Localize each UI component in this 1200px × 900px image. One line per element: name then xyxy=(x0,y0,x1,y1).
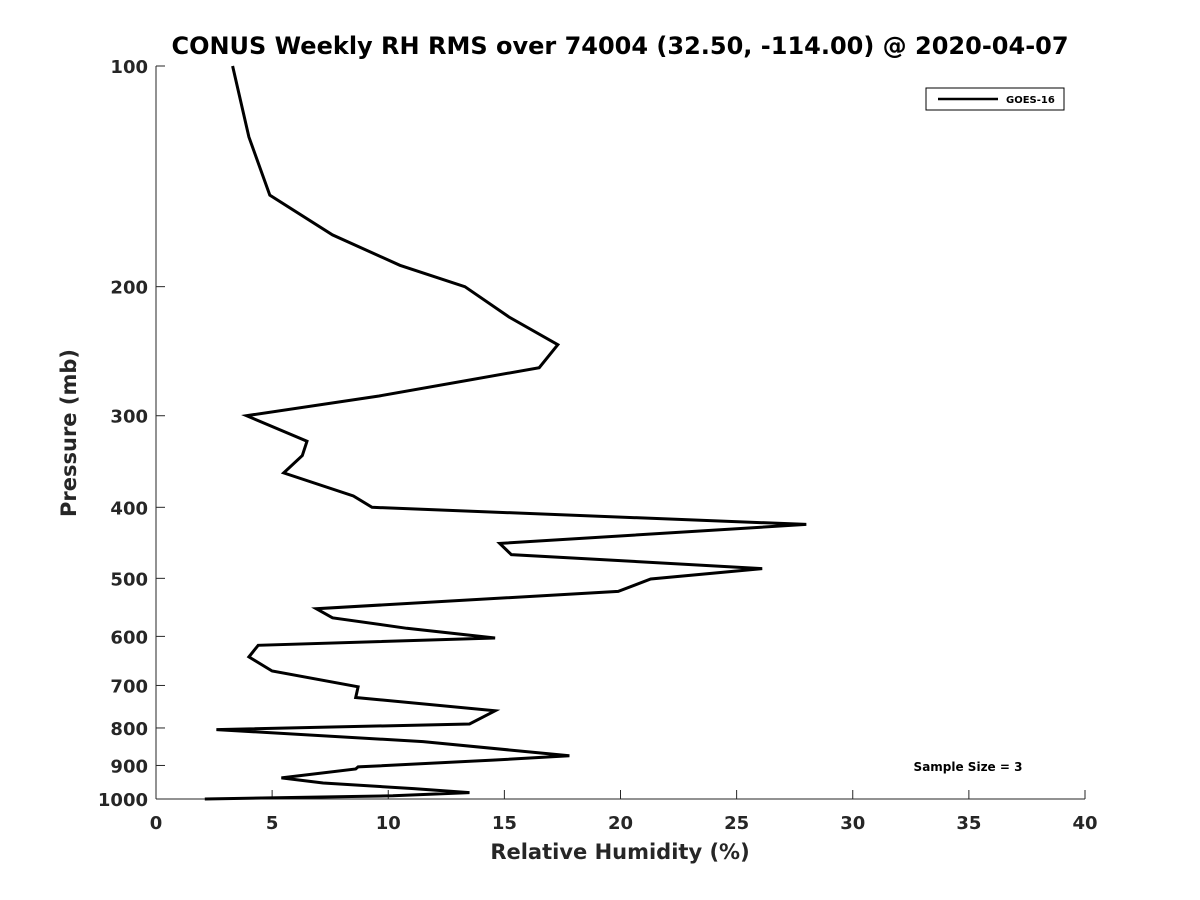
data-point xyxy=(412,787,415,790)
data-point xyxy=(231,65,234,68)
series-layer xyxy=(203,65,808,801)
x-tick-label: 10 xyxy=(376,813,401,834)
data-point xyxy=(494,637,497,640)
data-point xyxy=(805,523,808,526)
x-tick-label: 20 xyxy=(608,813,633,834)
x-tick-label: 5 xyxy=(266,813,279,834)
series-line-0 xyxy=(204,65,807,801)
data-point xyxy=(378,395,381,398)
data-point xyxy=(357,685,360,688)
data-point xyxy=(468,723,471,726)
y-tick-label: 600 xyxy=(110,627,148,648)
legend-label: GOES-16 xyxy=(1006,95,1055,106)
data-point xyxy=(352,495,355,498)
y-tick-label: 300 xyxy=(110,407,148,428)
data-point xyxy=(315,607,318,610)
data-point xyxy=(331,233,334,236)
data-point xyxy=(538,366,541,369)
data-point xyxy=(247,136,250,139)
data-point xyxy=(357,765,360,768)
data-point xyxy=(649,578,652,581)
ticks: 0 5 10 15 20 25 30 35 40 100 200 300 400 500 600 700 800… xyxy=(98,57,1098,834)
data-point xyxy=(271,670,274,673)
data-point xyxy=(306,440,309,443)
y-tick-label: 400 xyxy=(110,498,148,519)
data-point xyxy=(203,798,206,801)
x-tick-label: 40 xyxy=(1072,813,1097,834)
data-point xyxy=(510,553,513,556)
x-tick-label: 15 xyxy=(492,813,517,834)
data-point xyxy=(491,759,494,762)
data-point xyxy=(617,590,620,593)
data-point xyxy=(468,791,471,794)
x-axis-label: Relative Humidity (%) xyxy=(490,840,749,864)
y-tick-label: 900 xyxy=(110,756,148,777)
data-point xyxy=(422,740,425,743)
data-point xyxy=(354,768,357,771)
y-tick-label: 100 xyxy=(110,57,148,78)
y-tick-label: 700 xyxy=(110,676,148,697)
data-point xyxy=(463,285,466,288)
x-tick-label: 25 xyxy=(724,813,749,834)
data-point xyxy=(498,542,501,545)
data-point xyxy=(247,655,250,658)
x-tick-label: 30 xyxy=(840,813,865,834)
y-tick-label: 500 xyxy=(110,569,148,590)
data-point xyxy=(280,776,283,779)
data-point xyxy=(391,794,394,797)
legend: GOES-16 xyxy=(925,87,1065,111)
data-point xyxy=(215,728,218,731)
y-tick-label: 1000 xyxy=(98,790,148,811)
data-point xyxy=(301,454,304,457)
data-point xyxy=(245,414,248,417)
data-point xyxy=(257,644,260,647)
data-point xyxy=(322,782,325,785)
data-point xyxy=(568,754,571,757)
data-point xyxy=(282,471,285,474)
chart-title: CONUS Weekly RH RMS over 74004 (32.50, -… xyxy=(171,32,1068,60)
x-tick-label: 0 xyxy=(150,813,163,834)
data-point xyxy=(508,316,511,319)
data-point xyxy=(556,343,559,346)
data-point xyxy=(354,696,357,699)
data-point xyxy=(331,616,334,619)
sample-size-annotation: Sample Size = 3 xyxy=(914,760,1023,774)
data-point xyxy=(371,506,374,509)
data-point xyxy=(761,567,764,570)
y-tick-label: 800 xyxy=(110,719,148,740)
data-point xyxy=(494,709,497,712)
data-point xyxy=(268,194,271,197)
data-point xyxy=(405,627,408,630)
y-tick-label: 200 xyxy=(110,278,148,299)
y-axis-label: Pressure (mb) xyxy=(57,349,81,517)
data-point xyxy=(398,264,401,267)
x-tick-label: 35 xyxy=(956,813,981,834)
